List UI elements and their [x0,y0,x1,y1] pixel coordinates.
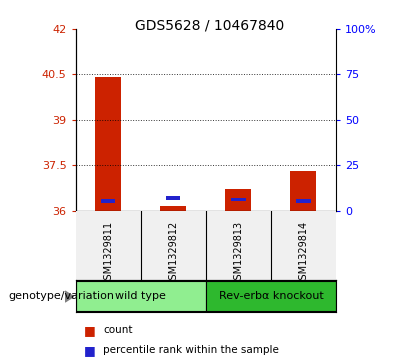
Bar [231,198,246,201]
Bar [160,206,186,211]
Text: percentile rank within the sample: percentile rank within the sample [103,345,279,355]
Bar [225,189,251,211]
Text: GSM1329814: GSM1329814 [299,221,308,286]
FancyBboxPatch shape [206,281,336,310]
Text: GSM1329813: GSM1329813 [234,221,243,286]
Text: ■: ■ [84,324,96,337]
Text: GSM1329812: GSM1329812 [168,221,178,286]
Text: GDS5628 / 10467840: GDS5628 / 10467840 [135,18,285,32]
Text: count: count [103,325,132,335]
Bar [296,199,311,203]
Text: GSM1329811: GSM1329811 [103,221,113,286]
FancyBboxPatch shape [76,281,206,310]
Bar [166,196,181,200]
Bar [101,199,116,203]
Text: wild type: wild type [115,291,166,301]
Bar [95,77,121,211]
Bar [290,171,316,211]
Text: Rev-erbα knockout: Rev-erbα knockout [218,291,323,301]
Text: ■: ■ [84,344,96,357]
Polygon shape [65,291,73,302]
Text: genotype/variation: genotype/variation [8,291,114,301]
